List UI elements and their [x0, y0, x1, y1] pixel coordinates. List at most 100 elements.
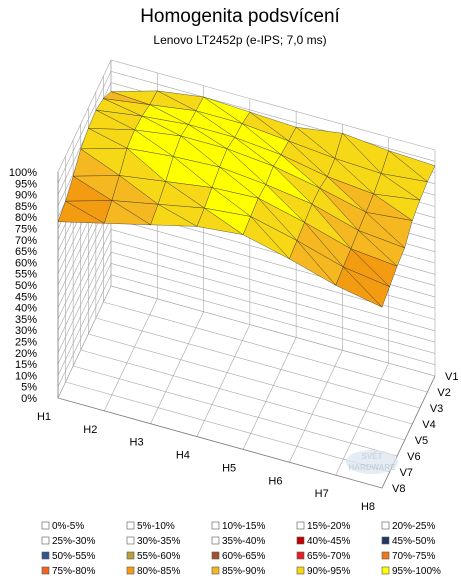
z-tick-label: 0% [21, 393, 37, 405]
legend-label: 30%-35% [137, 536, 180, 547]
legend-label: 70%-75% [392, 551, 435, 562]
legend-swatch [211, 521, 220, 530]
z-tick-label: 15% [15, 359, 37, 371]
z-tick-label: 5% [21, 382, 37, 394]
y-floor-gridline [103, 301, 428, 393]
legend-swatch [296, 551, 305, 560]
legend-label: 40%-45% [307, 536, 350, 547]
legend-swatch [41, 551, 50, 560]
legend-swatch [381, 551, 390, 560]
legend-label: 75%-80% [52, 566, 95, 577]
legend: 0%-5% 5%-10% 10%-15% 15%-20% 20%-25% 25%-30% 3… [41, 521, 441, 577]
x-floor-gridline [289, 350, 343, 463]
x-tick-label: H7 [315, 488, 329, 500]
legend-swatch [126, 536, 135, 545]
chart-title: Homogenita podsvícení [140, 6, 340, 27]
z-axis-labels: 0%5%10%15%20%25%30%35%40%45%50%55%60%65%… [9, 167, 37, 405]
x-tick-label: H8 [361, 501, 375, 513]
x-tick-label: H2 [83, 424, 97, 436]
surface-facet [57, 201, 105, 224]
x-floor-gridline [104, 298, 158, 411]
x-tick-label: H4 [176, 450, 190, 462]
legend-swatch [296, 566, 305, 575]
y-tick-label: V1 [445, 371, 458, 383]
z-tick-label: 85% [15, 201, 37, 213]
surface-facet [289, 240, 336, 286]
y-tick-label: V5 [415, 435, 428, 447]
legend-swatch [126, 566, 135, 575]
z-tick-label: 50% [15, 280, 37, 292]
y-floor-gridline [65, 381, 390, 473]
legend-swatch [211, 551, 220, 560]
legend-label: 15%-20% [307, 521, 350, 532]
legend-label: 0%-5% [52, 521, 84, 532]
surface-facet [150, 204, 198, 227]
y-tick-label: V7 [400, 467, 413, 479]
legend-label: 5%-10% [137, 521, 175, 532]
x-tick-label: H3 [130, 437, 144, 449]
legend-swatch [381, 536, 390, 545]
legend-label: 65%-70% [307, 551, 350, 562]
watermark-line1: SVĚT [362, 452, 383, 461]
y-floor-gridline [73, 365, 398, 457]
y-floor-gridline [80, 349, 405, 441]
legend-label: 10%-15% [222, 521, 265, 532]
z-tick-label: 45% [15, 291, 37, 303]
z-tick-label: 70% [15, 235, 37, 247]
legend-swatch [41, 566, 50, 575]
surface-plot [57, 90, 436, 308]
x-tick-label: H5 [222, 462, 236, 474]
y-tick-label: V2 [437, 387, 450, 399]
legend-swatch [211, 566, 220, 575]
surface-facet [196, 207, 244, 235]
surface-facet [242, 216, 290, 260]
watermark-logo: SVĚT HARDWARE [346, 450, 398, 474]
x-floor-gridline [335, 363, 389, 476]
legend-label: 60%-65% [222, 551, 265, 562]
legend-swatch [41, 536, 50, 545]
legend-label: 25%-30% [52, 536, 95, 547]
z-tick-label: 90% [15, 190, 37, 202]
legend-label: 90%-95% [307, 566, 350, 577]
y-tick-label: V8 [392, 483, 405, 495]
y-floor-gridline [88, 333, 413, 425]
x-floor-gridline [196, 324, 251, 437]
legend-label: 85%-90% [222, 566, 265, 577]
z-tick-label: 55% [15, 269, 37, 281]
legend-label: 20%-25% [392, 521, 435, 532]
legend-swatch [126, 521, 135, 530]
legend-label: 95%-100% [392, 566, 441, 577]
z-tick-label: 80% [15, 212, 37, 224]
y-axis-labels: V1 V2 V3 V4 V5 V6 V7 V8 [392, 371, 458, 495]
legend-swatch [296, 536, 305, 545]
y-tick-label: V3 [430, 403, 443, 415]
legend-label: 80%-85% [137, 566, 180, 577]
y-floor-gridline [95, 317, 420, 409]
z-tick-label: 60% [15, 257, 37, 269]
x-tick-label: H6 [268, 475, 282, 487]
x-axis-labels: H1 H2 H3 H4 H5 H6 H7 H8 [37, 411, 375, 513]
axis-frame [57, 172, 436, 489]
z-tick-label: 65% [15, 246, 37, 258]
z-tick-label: 35% [15, 314, 37, 326]
legend-swatch [381, 566, 390, 575]
surface-facet [335, 266, 383, 308]
legend-label: 35%-40% [222, 536, 265, 547]
watermark-line2: HARDWARE [348, 463, 396, 472]
z-tick-label: 10% [15, 370, 37, 382]
surface-facet [104, 200, 151, 225]
chart-subtitle: Lenovo LT2452p (e-IPS; 7,0 ms) [153, 33, 326, 47]
legend-swatch [296, 521, 305, 530]
legend-label: 45%-50% [392, 536, 435, 547]
z-tick-label: 20% [15, 348, 37, 360]
legend-swatch [41, 521, 50, 530]
y-tick-label: V4 [422, 419, 435, 431]
z-tick-label: 95% [15, 178, 37, 190]
x-floor-gridline [57, 285, 112, 399]
y-tick-label: V6 [407, 451, 420, 463]
legend-label: 55%-60% [137, 551, 180, 562]
x-floor-gridline [150, 311, 204, 424]
legend-swatch [126, 551, 135, 560]
legend-swatch [211, 536, 220, 545]
